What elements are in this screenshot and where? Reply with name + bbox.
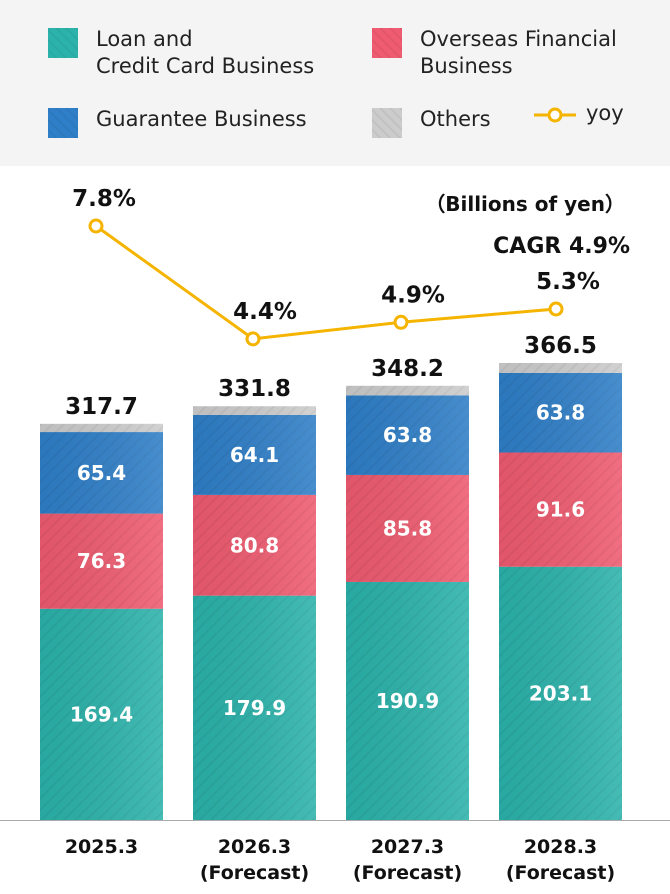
x-tick-label: 2027.3 [371, 836, 444, 858]
total-label: 348.2 [371, 356, 444, 382]
bar-shade-overlay [499, 362, 622, 373]
bar-shade-overlay [499, 372, 622, 453]
legend-label: Guarantee Business [96, 107, 307, 131]
data-label: 63.8 [383, 423, 432, 447]
bar-shade-overlay [193, 494, 316, 596]
yoy-point [548, 301, 564, 317]
bar-shade-overlay [346, 385, 469, 396]
data-label: 64.1 [230, 443, 279, 467]
yoy-label: 7.8% [72, 186, 136, 212]
x-tick-label: 2025.3 [65, 836, 138, 858]
data-label: 91.6 [536, 498, 585, 522]
bar-shade-overlay [193, 414, 316, 495]
bar-shade-overlay [40, 432, 163, 514]
data-label: 190.9 [376, 689, 439, 713]
bar-shade-overlay [346, 581, 469, 820]
legend-item: Guarantee Business [48, 106, 307, 138]
bar-shade-overlay [346, 474, 469, 582]
bar-shade-overlay [193, 406, 316, 415]
legend-label: Overseas Financial Business [420, 27, 617, 78]
data-label: 80.8 [230, 533, 279, 557]
legend-swatch [372, 28, 402, 58]
data-label: 65.4 [77, 461, 126, 485]
legend-swatch [48, 108, 78, 138]
bar-shade-overlay [193, 595, 316, 820]
data-label: 76.3 [77, 549, 126, 573]
legend-swatch [48, 28, 78, 58]
x-tick-label: 2028.3 [524, 836, 597, 858]
data-label: 85.8 [383, 516, 432, 540]
bar-shade-overlay [499, 452, 622, 567]
cagr-annotation: CAGR 4.9% [493, 234, 630, 259]
legend-label: Loan and Credit Card Business [96, 27, 315, 78]
unit-label: （Billions of yen） [425, 192, 625, 216]
yoy-point [245, 331, 261, 347]
data-label: 63.8 [536, 401, 585, 425]
yoy-label: 5.3% [536, 269, 600, 295]
legend-line-marker-icon [534, 107, 576, 123]
legend-item-yoy: yoy [534, 100, 624, 130]
data-label: 169.4 [70, 702, 133, 726]
data-label: 203.1 [529, 681, 592, 705]
total-label: 366.5 [524, 333, 597, 359]
total-label: 331.8 [218, 376, 291, 402]
bar-shade-overlay [40, 423, 163, 433]
legend-label: Others [420, 107, 491, 131]
legend-item: Loan and Credit Card Business [48, 26, 314, 80]
x-tick-label: (Forecast) [200, 862, 309, 884]
x-tick-label: 2026.3 [218, 836, 291, 858]
yoy-label: 4.9% [381, 282, 445, 308]
bar-shade-overlay [346, 395, 469, 475]
yoy-line [95, 224, 557, 341]
x-tick-label: (Forecast) [353, 862, 462, 884]
bar-shade-overlay [499, 566, 622, 820]
x-tick-label: (Forecast) [506, 862, 615, 884]
yoy-label: 4.4% [233, 299, 297, 325]
bar-shade-overlay [40, 513, 163, 609]
yoy-point [88, 218, 104, 234]
total-label: 317.7 [65, 394, 138, 420]
yoy-point [393, 314, 409, 330]
legend-swatch [372, 108, 402, 138]
bar-shade-overlay [40, 608, 163, 820]
legend: Loan and Credit Card Business Overseas Fi… [0, 0, 670, 166]
data-label: 179.9 [223, 696, 286, 720]
legend-item: Overseas Financial Business [372, 26, 617, 80]
legend-label: yoy [586, 101, 624, 125]
legend-item: Others [372, 106, 491, 138]
